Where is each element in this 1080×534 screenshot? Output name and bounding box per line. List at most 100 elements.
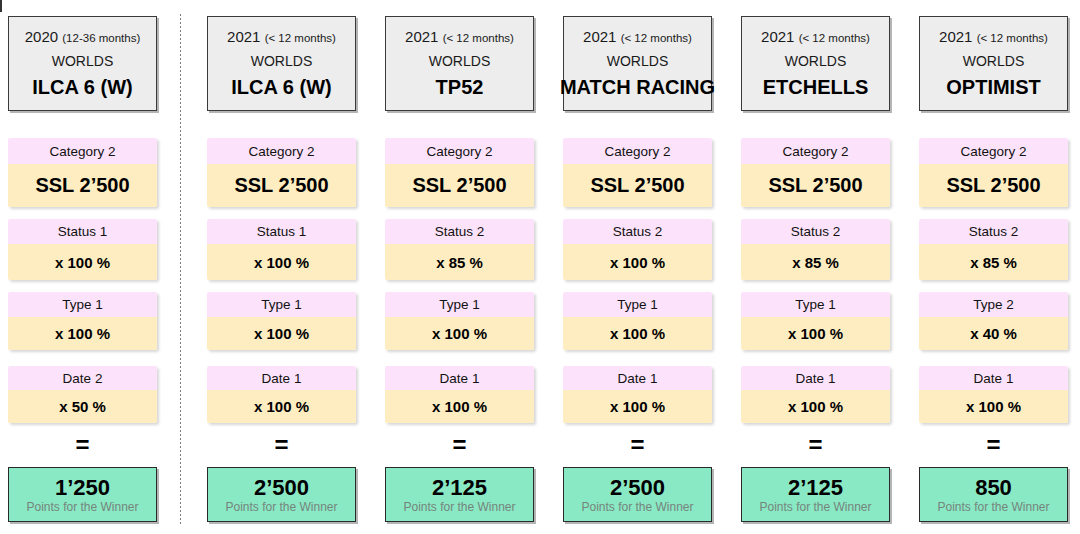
category-block: Category 2 SSL 2’500	[919, 138, 1068, 207]
event-name-label: TP52	[436, 76, 484, 99]
type-block: Type 1 x 100 %	[385, 292, 534, 350]
event-column-tp52: 2021 (< 12 months) WORLDS TP52 Category …	[385, 0, 534, 534]
category-block: Category 2 SSL 2’500	[385, 138, 534, 207]
event-name-label: OPTIMIST	[946, 76, 1040, 99]
event-year-line: 2021 (< 12 months)	[583, 28, 692, 45]
status-label: Status 2	[563, 219, 712, 244]
event-column-ilca6w-2020: 2020 (12-36 months) WORLDS ILCA 6 (W) Ca…	[8, 0, 157, 534]
category-label: Category 2	[207, 138, 356, 164]
event-name-label: ETCHELLS	[763, 76, 869, 99]
date-label: Date 1	[741, 366, 890, 390]
event-type-label: WORLDS	[429, 53, 490, 69]
date-block: Date 2 x 50 %	[8, 366, 157, 423]
date-block: Date 1 x 100 %	[207, 366, 356, 423]
event-type-label: WORLDS	[52, 53, 113, 69]
winner-points-caption: Points for the Winner	[759, 501, 871, 513]
event-name-label: ILCA 6 (W)	[231, 76, 331, 99]
type-label: Type 1	[563, 292, 712, 317]
event-year: 2021	[583, 28, 616, 45]
status-label: Status 2	[919, 219, 1068, 244]
date-label: Date 2	[8, 366, 157, 390]
date-multiplier: x 100 %	[385, 390, 534, 423]
date-block: Date 1 x 100 %	[563, 366, 712, 423]
event-year-line: 2021 (< 12 months)	[227, 28, 336, 45]
status-block: Status 1 x 100 %	[207, 219, 356, 280]
status-multiplier: x 100 %	[563, 244, 712, 280]
category-value: SSL 2’500	[385, 164, 534, 207]
event-age-label: (< 12 months)	[265, 32, 336, 44]
winner-points: 1’250	[55, 477, 110, 499]
type-label: Type 1	[385, 292, 534, 317]
winner-points-caption: Points for the Winner	[403, 501, 515, 513]
event-header: 2021 (< 12 months) WORLDS MATCH RACING	[563, 16, 712, 111]
type-block: Type 2 x 40 %	[919, 292, 1068, 350]
category-value: SSL 2’500	[8, 164, 157, 207]
event-age-label: (< 12 months)	[621, 32, 692, 44]
status-block: Status 2 x 85 %	[385, 219, 534, 280]
category-value: SSL 2’500	[741, 164, 890, 207]
equals-sign: =	[919, 430, 1068, 460]
category-value: SSL 2’500	[207, 164, 356, 207]
category-label: Category 2	[563, 138, 712, 164]
type-multiplier: x 100 %	[207, 317, 356, 350]
result-box: 2’500 Points for the Winner	[563, 467, 712, 522]
type-label: Type 2	[919, 292, 1068, 317]
status-label: Status 1	[207, 219, 356, 244]
result-box: 850 Points for the Winner	[919, 467, 1068, 522]
event-age-label: (< 12 months)	[799, 32, 870, 44]
status-block: Status 2 x 85 %	[919, 219, 1068, 280]
event-type-label: WORLDS	[785, 53, 846, 69]
winner-points-caption: Points for the Winner	[225, 501, 337, 513]
category-value: SSL 2’500	[919, 164, 1068, 207]
date-label: Date 1	[919, 366, 1068, 390]
category-value: SSL 2’500	[563, 164, 712, 207]
type-block: Type 1 x 100 %	[741, 292, 890, 350]
type-block: Type 1 x 100 %	[207, 292, 356, 350]
status-multiplier: x 85 %	[741, 244, 890, 280]
status-block: Status 2 x 100 %	[563, 219, 712, 280]
category-block: Category 2 SSL 2’500	[207, 138, 356, 207]
event-type-label: WORLDS	[963, 53, 1024, 69]
result-box: 1’250 Points for the Winner	[8, 467, 157, 522]
category-block: Category 2 SSL 2’500	[741, 138, 890, 207]
winner-points-caption: Points for the Winner	[937, 501, 1049, 513]
equals-sign: =	[207, 430, 356, 460]
event-header: 2020 (12-36 months) WORLDS ILCA 6 (W)	[8, 16, 157, 111]
equals-sign: =	[563, 430, 712, 460]
result-box: 2’125 Points for the Winner	[741, 467, 890, 522]
date-block: Date 1 x 100 %	[385, 366, 534, 423]
date-block: Date 1 x 100 %	[919, 366, 1068, 423]
date-multiplier: x 100 %	[207, 390, 356, 423]
type-label: Type 1	[741, 292, 890, 317]
winner-points: 850	[975, 477, 1012, 499]
points-calculation-board: 2020 (12-36 months) WORLDS ILCA 6 (W) Ca…	[0, 0, 1080, 534]
type-multiplier: x 100 %	[741, 317, 890, 350]
event-year: 2021	[405, 28, 438, 45]
date-block: Date 1 x 100 %	[741, 366, 890, 423]
date-label: Date 1	[385, 366, 534, 390]
date-multiplier: x 100 %	[741, 390, 890, 423]
event-header: 2021 (< 12 months) WORLDS ETCHELLS	[741, 16, 890, 111]
equals-sign: =	[8, 430, 157, 460]
type-multiplier: x 100 %	[8, 317, 157, 350]
event-year-line: 2021 (< 12 months)	[939, 28, 1048, 45]
type-block: Type 1 x 100 %	[563, 292, 712, 350]
event-year: 2021	[939, 28, 972, 45]
date-multiplier: x 50 %	[8, 390, 157, 423]
status-block: Status 2 x 85 %	[741, 219, 890, 280]
event-column-ilca6w-2021: 2021 (< 12 months) WORLDS ILCA 6 (W) Cat…	[207, 0, 356, 534]
status-label: Status 2	[385, 219, 534, 244]
category-label: Category 2	[741, 138, 890, 164]
event-type-label: WORLDS	[607, 53, 668, 69]
category-label: Category 2	[8, 138, 157, 164]
event-header: 2021 (< 12 months) WORLDS OPTIMIST	[919, 16, 1068, 111]
equals-sign: =	[741, 430, 890, 460]
winner-points: 2’500	[254, 477, 309, 499]
event-column-optimist: 2021 (< 12 months) WORLDS OPTIMIST Categ…	[919, 0, 1068, 534]
date-label: Date 1	[563, 366, 712, 390]
winner-points: 2’125	[788, 477, 843, 499]
event-column-etchells: 2021 (< 12 months) WORLDS ETCHELLS Categ…	[741, 0, 890, 534]
status-multiplier: x 100 %	[8, 244, 157, 280]
category-block: Category 2 SSL 2’500	[8, 138, 157, 207]
date-multiplier: x 100 %	[563, 390, 712, 423]
